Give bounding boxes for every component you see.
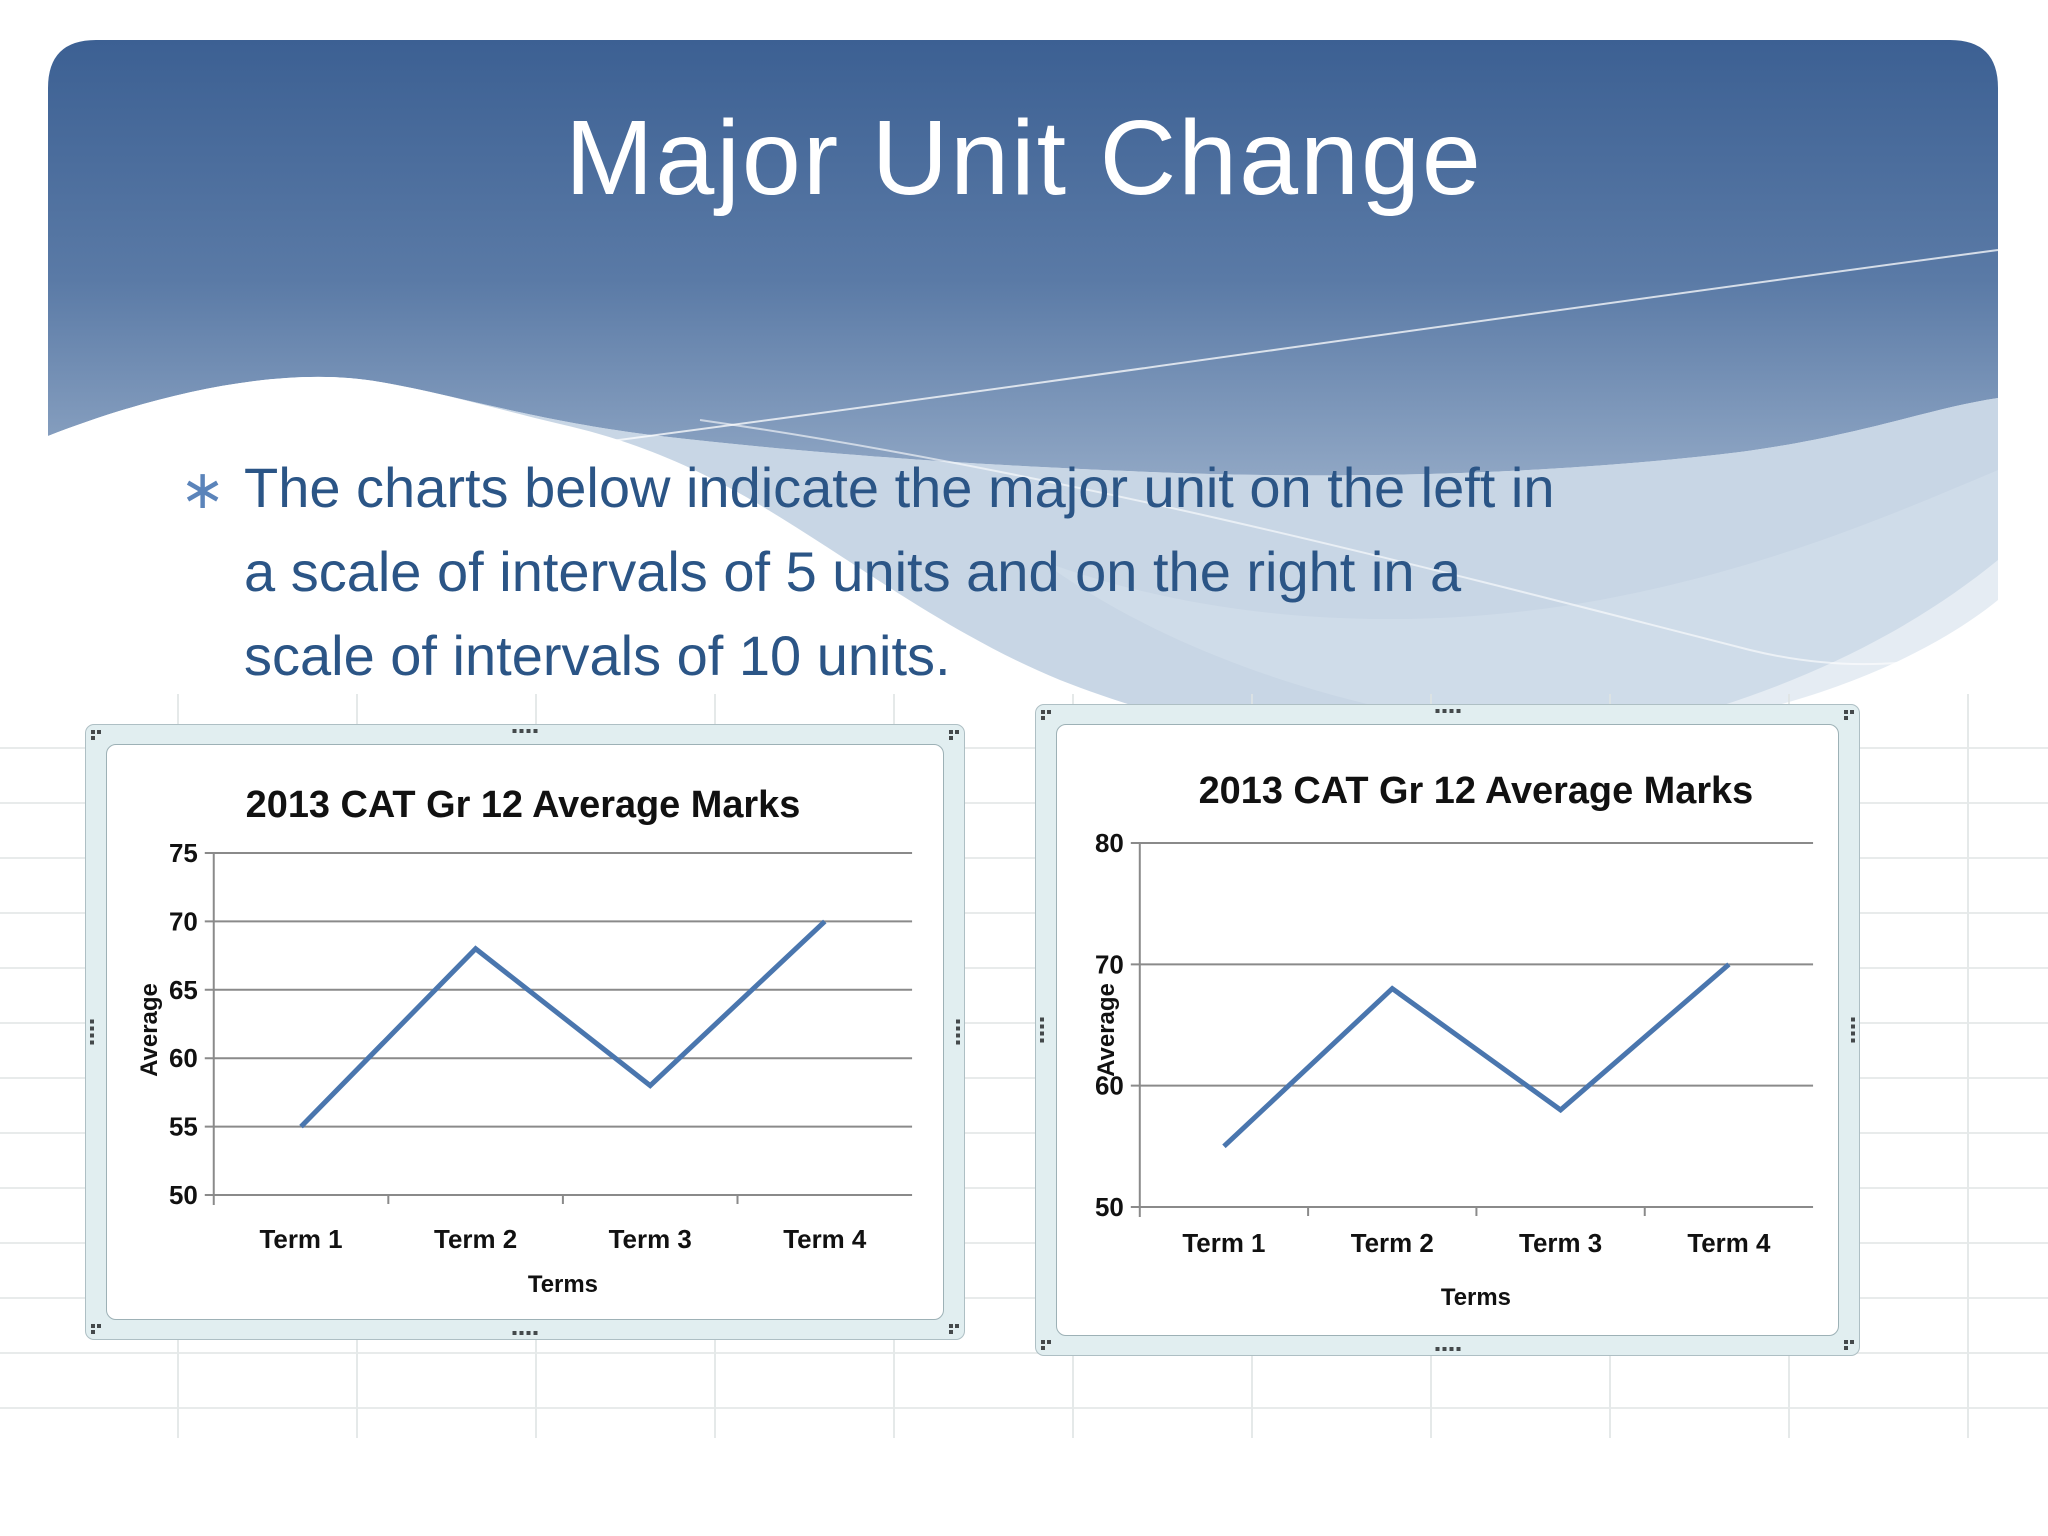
band-base	[48, 40, 1998, 476]
selection-handle-top[interactable]	[512, 729, 538, 733]
chart-frame-major-unit-10[interactable]: 50 60 70 80 Term 1 Term 2 Term 3 Term 4 2013 CAT…	[1035, 704, 1860, 1356]
body-line-text: The charts below indicate the major unit…	[244, 456, 1555, 519]
body-line: a scale of intervals of 5 units and on t…	[180, 530, 1840, 614]
body-line-text: a scale of intervals of 5 units and on t…	[244, 540, 1462, 603]
svg-text:70: 70	[169, 906, 198, 936]
selection-handle-bottom-right[interactable]	[1844, 1340, 1854, 1350]
body-line: ∗ The charts below indicate the major un…	[180, 446, 1840, 530]
svg-text:Term 3: Term 3	[1519, 1228, 1602, 1258]
svg-text:Term 3: Term 3	[609, 1224, 692, 1254]
selection-handle-left[interactable]	[90, 1019, 94, 1045]
selection-handle-right[interactable]	[1851, 1017, 1855, 1043]
selection-handle-left[interactable]	[1040, 1017, 1044, 1043]
selection-handle-top[interactable]	[1435, 709, 1460, 713]
selection-handle-top-left[interactable]	[1041, 710, 1051, 720]
svg-text:Term 2: Term 2	[434, 1224, 517, 1254]
selection-handle-bottom[interactable]	[1435, 1347, 1460, 1351]
svg-text:60: 60	[169, 1043, 198, 1073]
svg-text:50: 50	[1095, 1192, 1124, 1222]
svg-text:Average: Average	[1093, 983, 1120, 1077]
selection-handle-bottom[interactable]	[512, 1331, 538, 1335]
wave-lighter-blue	[1040, 470, 1998, 734]
svg-text:50: 50	[169, 1180, 198, 1210]
selection-handle-top-right[interactable]	[949, 730, 959, 740]
hairline-2	[699, 419, 1999, 666]
selection-handle-bottom-right[interactable]	[949, 1324, 959, 1334]
selection-handle-bottom-left[interactable]	[91, 1324, 101, 1334]
svg-text:75: 75	[169, 838, 198, 868]
selection-handle-bottom-left[interactable]	[1041, 1340, 1051, 1350]
line-chart-major-unit-10: 50 60 70 80 Term 1 Term 2 Term 3 Term 4 2013 CAT…	[1093, 770, 1814, 1311]
body-line: scale of intervals of 10 units.	[180, 614, 1840, 698]
svg-text:Term 1: Term 1	[1182, 1228, 1265, 1258]
svg-text:Terms: Terms	[528, 1271, 598, 1298]
svg-text:Terms: Terms	[1441, 1284, 1511, 1311]
svg-text:Term 4: Term 4	[1687, 1228, 1771, 1258]
svg-text:70: 70	[1095, 949, 1124, 979]
slide-title: Major Unit Change	[565, 99, 1483, 217]
svg-text:Term 4: Term 4	[783, 1224, 867, 1254]
chart-canvas[interactable]: 50 60 70 80 Term 1 Term 2 Term 3 Term 4 2013 CAT…	[1056, 724, 1839, 1336]
svg-text:60: 60	[1095, 1071, 1124, 1101]
svg-text:Term 1: Term 1	[259, 1224, 342, 1254]
svg-text:55: 55	[169, 1112, 198, 1142]
hairline-1	[379, 249, 1999, 471]
line-chart-major-unit-5: 50 55 60 65 70 75 Term 1 Term 2 Term 3 Term 4 2013…	[136, 784, 913, 1298]
selection-handle-top-left[interactable]	[91, 730, 101, 740]
svg-text:80: 80	[1095, 828, 1124, 858]
svg-text:2013 CAT Gr 12 Average Marks: 2013 CAT Gr 12 Average Marks	[1199, 770, 1754, 812]
svg-text:65: 65	[169, 975, 198, 1005]
selection-handle-right[interactable]	[956, 1019, 960, 1045]
body-text: ∗ The charts below indicate the major un…	[180, 446, 1840, 698]
bullet-asterisk: ∗	[180, 460, 226, 520]
svg-text:Term 2: Term 2	[1351, 1228, 1434, 1258]
body-line-text: scale of intervals of 10 units.	[244, 624, 951, 687]
selection-handle-top-right[interactable]	[1844, 710, 1854, 720]
svg-text:Average: Average	[136, 983, 163, 1077]
chart-frame-major-unit-5[interactable]: 50 55 60 65 70 75 Term 1 Term 2 Term 3 Term 4 2013…	[85, 724, 965, 1340]
chart-canvas[interactable]: 50 55 60 65 70 75 Term 1 Term 2 Term 3 Term 4 2013…	[106, 744, 944, 1320]
svg-text:2013 CAT Gr 12 Average Marks: 2013 CAT Gr 12 Average Marks	[246, 784, 801, 826]
